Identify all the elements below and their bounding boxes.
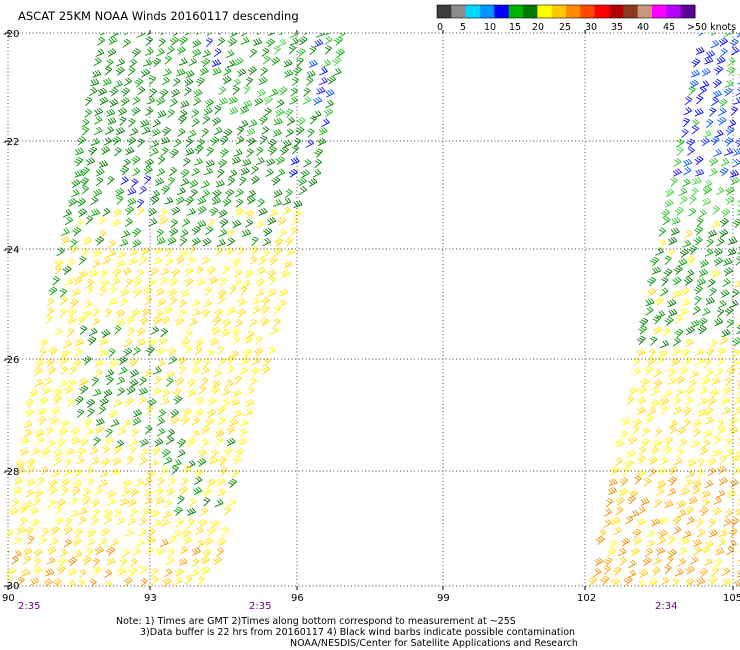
legend-label: 5 — [460, 22, 466, 33]
legend-swatch — [437, 5, 452, 18]
wind-speed-legend: 0 5 10 15 20 25 30 35 40 45 >50 knots — [436, 4, 736, 33]
lat-label-22: -22 — [3, 137, 19, 148]
legend-label: >50 knots — [687, 22, 736, 33]
lat-label-24: -24 — [3, 245, 19, 256]
legend-label: 35 — [611, 22, 623, 33]
legend-swatch — [637, 5, 653, 18]
legend-swatch — [609, 5, 624, 18]
legend-label: 25 — [559, 22, 571, 33]
map-title: ASCAT 25KM NOAA Winds 20160117 descendin… — [18, 9, 299, 23]
lon-label-90: 90 — [2, 593, 15, 604]
legend-label: 0 — [437, 22, 443, 33]
legend-label: 20 — [532, 22, 544, 33]
lat-label-20: -20 — [3, 29, 19, 40]
legend-swatch — [680, 5, 696, 18]
pass-time-1: 2:35 — [18, 601, 40, 612]
pass-time-2: 2:35 — [249, 601, 271, 612]
lon-label-105: 105 — [723, 593, 740, 604]
legend-swatch — [666, 5, 682, 18]
lat-label-26: -26 — [3, 355, 19, 366]
legend-swatch — [594, 5, 610, 18]
lon-label-93: 93 — [144, 593, 157, 604]
legend-swatch — [623, 5, 639, 18]
lon-label-96: 96 — [291, 593, 304, 604]
legend-swatch — [451, 5, 467, 18]
pass-time-3: 2:34 — [655, 601, 677, 612]
legend-label: 10 — [484, 22, 496, 33]
wind-barbs — [8, 33, 740, 586]
lat-label-30: -30 — [3, 581, 19, 592]
legend-swatch — [551, 5, 567, 18]
lat-lon-grid — [5, 30, 740, 590]
legend-swatch — [580, 5, 596, 18]
note-line-3: NOAA/NESDIS/Center for Satellite Applica… — [290, 638, 578, 649]
legend-swatch — [566, 5, 581, 18]
lat-label-28: -28 — [3, 467, 19, 478]
legend-swatch — [465, 5, 481, 18]
legend-swatch — [537, 5, 553, 18]
legend-label: 15 — [509, 22, 521, 33]
note-line-2: 3)Data buffer is 22 hrs from 20160117 4)… — [140, 627, 576, 638]
legend-swatch — [652, 5, 667, 18]
legend-label: 45 — [663, 22, 675, 33]
lon-label-99: 99 — [437, 593, 450, 604]
legend-label: 40 — [637, 22, 649, 33]
note-line-1: Note: 1) Times are GMT 2)Times along bot… — [116, 616, 516, 627]
lon-label-102: 102 — [577, 593, 596, 604]
legend-swatch — [494, 5, 510, 18]
legend-swatch — [480, 5, 495, 18]
legend-swatch — [523, 5, 538, 18]
legend-swatch — [508, 5, 524, 18]
legend-label: 30 — [585, 22, 597, 33]
